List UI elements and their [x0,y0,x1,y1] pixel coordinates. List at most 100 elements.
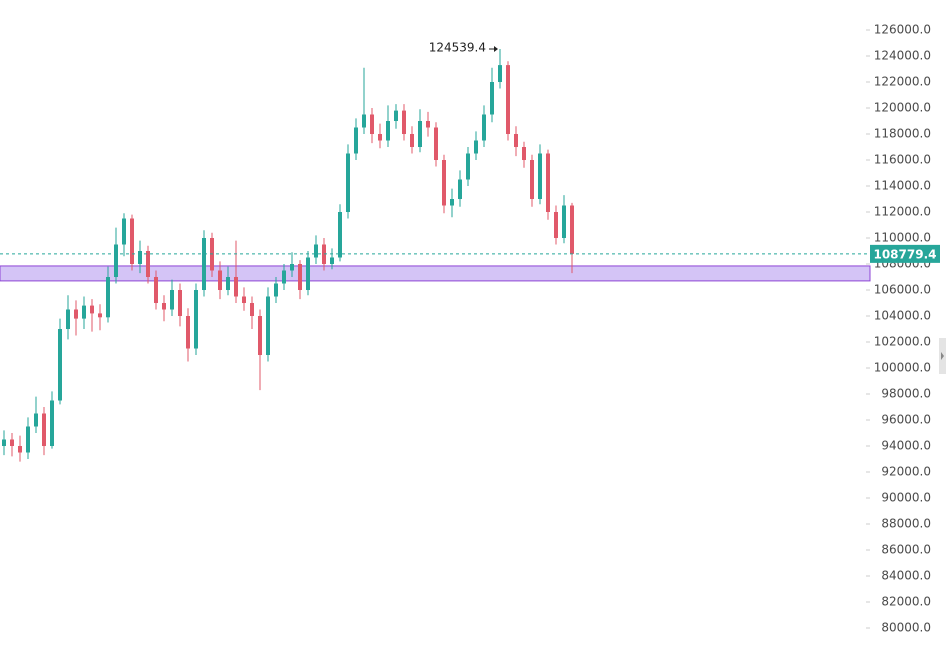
candle-body [250,303,254,317]
candle-body [330,257,334,265]
candle-body [298,264,302,291]
y-tick-label: 82000.0 [881,595,931,609]
candle-body [74,309,78,319]
candle-body [266,296,270,356]
annotation-arrowhead [494,45,498,52]
candle-body [570,205,574,254]
candle-body [554,212,558,239]
y-tick-label: 114000.0 [874,179,931,193]
price-label: 108779.4 [873,247,936,261]
candle-body [258,316,262,356]
candle-body [306,257,310,291]
candle-body [538,153,542,200]
candle-body [514,134,518,148]
y-tick-label: 116000.0 [874,153,931,167]
candle-body [562,205,566,239]
y-tick-label: 84000.0 [881,569,931,583]
candle-body [394,110,398,122]
candle-body [370,114,374,135]
candle-body [178,290,182,317]
scroll-arrow [941,352,944,360]
candle-body [194,290,198,349]
candle-body [346,153,350,213]
candle-body [66,309,70,330]
candle-body [98,313,102,318]
y-tick-label: 126000.0 [874,23,931,37]
candle-body [362,114,366,128]
candle-body [82,305,86,319]
candle-body [274,283,278,297]
y-tick-label: 122000.0 [874,75,931,89]
candle-body [138,251,142,265]
candle-body [314,244,318,258]
candle-body [218,270,222,291]
candle-body [90,305,94,314]
y-tick-label: 106000.0 [874,283,931,297]
zone [0,265,871,282]
candle-body [466,153,470,180]
candle-body [282,270,286,284]
candle-body [530,160,534,200]
candle-body [546,153,550,213]
candle-body [202,238,206,291]
y-tick-label: 120000.0 [874,101,931,115]
candle-body [10,439,14,447]
candle-body [146,251,150,278]
candle-body [506,65,510,135]
price-label-bg [870,244,940,263]
candle-body [226,277,230,291]
candle-body [402,110,406,135]
candle-body [290,264,294,271]
candle-body [386,121,390,141]
y-tick-label: 100000.0 [874,361,931,375]
candle-body [354,127,358,154]
candle-body [170,290,174,310]
candle-body [26,426,30,453]
plot-area: 126000.0 124000.0 122000.0 120000.0 118000.0… [0,23,940,635]
candle-body [18,446,22,453]
high-annotation: 124539.4 [429,40,486,54]
candle-body [122,218,126,245]
y-tick-label: 92000.0 [881,465,931,479]
y-tick-label: 80000.0 [881,621,931,635]
candle-body [458,179,462,200]
candle-body [434,127,438,161]
candle-body [442,160,446,206]
candle-body [34,413,38,427]
candle-body [522,147,526,161]
candle-body [450,199,454,206]
candle-body [186,316,190,349]
y-tick-label: 110000.0 [874,231,931,245]
y-tick-label: 90000.0 [881,491,931,505]
candle-body [58,329,62,401]
candle-body [490,82,494,115]
candle-body [418,121,422,148]
candle-body [338,212,342,258]
candle-body [426,121,430,128]
candle-body [130,218,134,265]
candle-body [498,65,502,83]
candle-body [42,413,46,447]
candle-body [378,134,382,141]
y-tick-label: 124000.0 [874,49,931,63]
candle-body [242,296,246,304]
candle-body [2,439,6,447]
y-tick-label: 98000.0 [881,387,931,401]
y-tick-label: 104000.0 [874,309,931,323]
y-tick-label: 86000.0 [881,543,931,557]
candle-body [234,277,238,297]
y-tick-label: 102000.0 [874,335,931,349]
candle-body [50,400,54,447]
candle-body [114,244,118,278]
y-tick-label: 112000.0 [874,205,931,219]
candle-body [162,303,166,310]
candle-body [106,277,110,318]
candle-body [474,140,478,154]
y-tick-label: 94000.0 [881,439,931,453]
candle-body [482,114,486,141]
candle-body [410,134,414,148]
y-tick-label: 88000.0 [881,517,931,531]
candle-body [154,277,158,304]
